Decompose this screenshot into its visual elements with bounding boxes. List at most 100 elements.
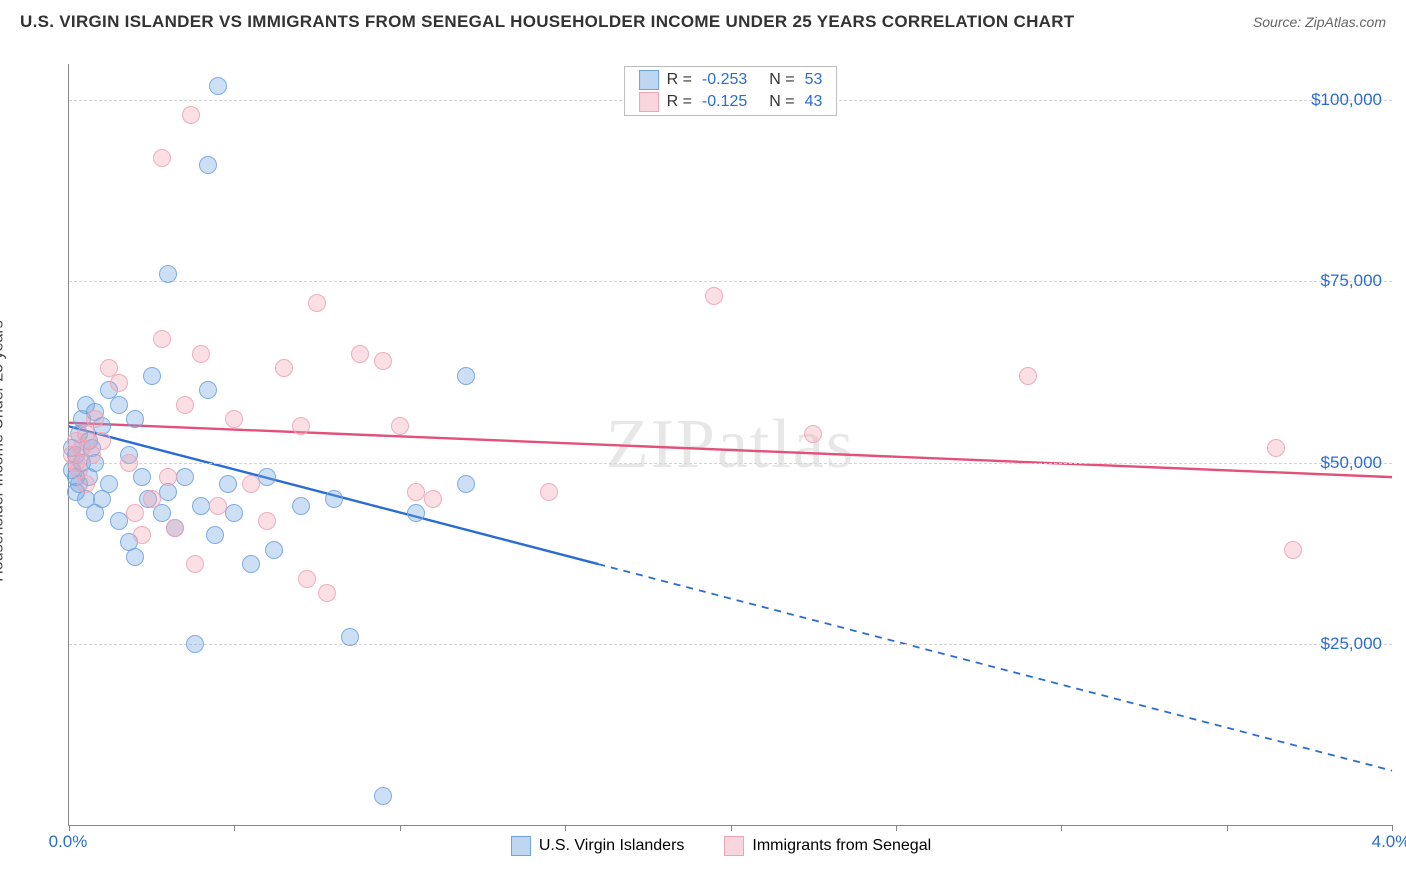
scatter-point-senegal — [192, 345, 210, 363]
scatter-point-senegal — [804, 425, 822, 443]
scatter-point-senegal — [1267, 439, 1285, 457]
x-tick-label: 4.0% — [1372, 832, 1406, 852]
scatter-point-senegal — [407, 483, 425, 501]
x-tick — [69, 825, 70, 831]
legend-swatch — [511, 836, 531, 856]
scatter-point-senegal — [186, 555, 204, 573]
x-tick — [1392, 825, 1393, 831]
scatter-point-usvi — [209, 77, 227, 95]
scatter-point-senegal — [292, 417, 310, 435]
scatter-point-senegal — [225, 410, 243, 428]
scatter-point-senegal — [126, 504, 144, 522]
y-tick-label: $75,000 — [1321, 271, 1382, 291]
scatter-point-senegal — [351, 345, 369, 363]
scatter-point-usvi — [457, 367, 475, 385]
gridline — [69, 463, 1392, 464]
x-tick — [234, 825, 235, 831]
scatter-point-usvi — [133, 468, 151, 486]
scatter-point-senegal — [1019, 367, 1037, 385]
legend-N-value: 43 — [805, 93, 823, 111]
scatter-point-senegal — [1284, 541, 1302, 559]
title-bar: U.S. VIRGIN ISLANDER VS IMMIGRANTS FROM … — [0, 0, 1406, 38]
scatter-point-usvi — [341, 628, 359, 646]
legend-swatch — [639, 70, 659, 90]
legend-series: U.S. Virgin Islanders Immigrants from Sen… — [50, 836, 1392, 856]
trend-lines — [69, 64, 1392, 825]
scatter-point-usvi — [407, 504, 425, 522]
trendline-extrapolated-usvi — [598, 564, 1392, 771]
scatter-point-usvi — [265, 541, 283, 559]
y-axis-title: Householder Income Under 25 years — [0, 320, 8, 581]
legend-text: Immigrants from Senegal — [752, 837, 931, 855]
scatter-point-senegal — [374, 352, 392, 370]
scatter-point-senegal — [110, 374, 128, 392]
scatter-point-senegal — [176, 396, 194, 414]
x-tick — [400, 825, 401, 831]
x-tick — [1061, 825, 1062, 831]
scatter-point-usvi — [258, 468, 276, 486]
source-label: Source: ZipAtlas.com — [1253, 14, 1386, 30]
scatter-point-usvi — [325, 490, 343, 508]
scatter-point-senegal — [86, 410, 104, 428]
chart-container: Householder Income Under 25 years ZIPatl… — [50, 50, 1392, 852]
scatter-point-usvi — [110, 512, 128, 530]
scatter-point-usvi — [126, 410, 144, 428]
x-tick — [896, 825, 897, 831]
scatter-point-senegal — [143, 490, 161, 508]
chart-title: U.S. VIRGIN ISLANDER VS IMMIGRANTS FROM … — [20, 12, 1075, 32]
scatter-point-usvi — [199, 381, 217, 399]
scatter-point-usvi — [110, 396, 128, 414]
scatter-point-senegal — [705, 287, 723, 305]
scatter-point-usvi — [199, 156, 217, 174]
scatter-point-senegal — [77, 475, 95, 493]
scatter-point-senegal — [153, 330, 171, 348]
scatter-point-senegal — [182, 106, 200, 124]
y-tick-label: $100,000 — [1311, 90, 1382, 110]
scatter-point-senegal — [133, 526, 151, 544]
scatter-point-senegal — [120, 454, 138, 472]
scatter-point-usvi — [457, 475, 475, 493]
x-tick — [1227, 825, 1228, 831]
legend-swatch — [639, 92, 659, 112]
y-tick-label: $25,000 — [1321, 634, 1382, 654]
legend-corr-row-senegal: R = -0.125 N = 43 — [625, 91, 837, 113]
scatter-point-usvi — [206, 526, 224, 544]
scatter-point-senegal — [166, 519, 184, 537]
x-tick-label: 0.0% — [49, 832, 88, 852]
legend-N-label: N = — [769, 71, 794, 89]
x-tick — [565, 825, 566, 831]
scatter-point-usvi — [100, 475, 118, 493]
plot-area: ZIPatlas R =-0.253N =53R =-0.125N =43 $2… — [68, 64, 1392, 826]
scatter-point-senegal — [391, 417, 409, 435]
gridline — [69, 281, 1392, 282]
scatter-point-usvi — [219, 475, 237, 493]
scatter-point-usvi — [186, 635, 204, 653]
scatter-point-senegal — [298, 570, 316, 588]
scatter-point-senegal — [318, 584, 336, 602]
scatter-point-senegal — [159, 468, 177, 486]
legend-swatch — [724, 836, 744, 856]
scatter-point-senegal — [540, 483, 558, 501]
scatter-point-usvi — [159, 265, 177, 283]
legend-N-value: 53 — [805, 71, 823, 89]
legend-R-value: -0.253 — [702, 71, 747, 89]
scatter-point-senegal — [258, 512, 276, 530]
gridline — [69, 644, 1392, 645]
scatter-point-usvi — [126, 548, 144, 566]
x-tick — [731, 825, 732, 831]
scatter-point-senegal — [209, 497, 227, 515]
scatter-point-senegal — [242, 475, 260, 493]
scatter-point-usvi — [292, 497, 310, 515]
legend-correlation: R = -0.253 N = 53 R = -0.125 N = 43 — [624, 66, 838, 116]
scatter-point-senegal — [308, 294, 326, 312]
legend-R-label: R = — [667, 93, 692, 111]
scatter-point-senegal — [275, 359, 293, 377]
legend-N-label: N = — [769, 93, 794, 111]
legend-text: U.S. Virgin Islanders — [539, 837, 685, 855]
scatter-point-senegal — [153, 149, 171, 167]
scatter-point-usvi — [225, 504, 243, 522]
scatter-point-senegal — [424, 490, 442, 508]
legend-R-value: -0.125 — [702, 93, 747, 111]
legend-corr-row-usvi: R =-0.253N =53 — [625, 69, 837, 91]
scatter-point-usvi — [374, 787, 392, 805]
